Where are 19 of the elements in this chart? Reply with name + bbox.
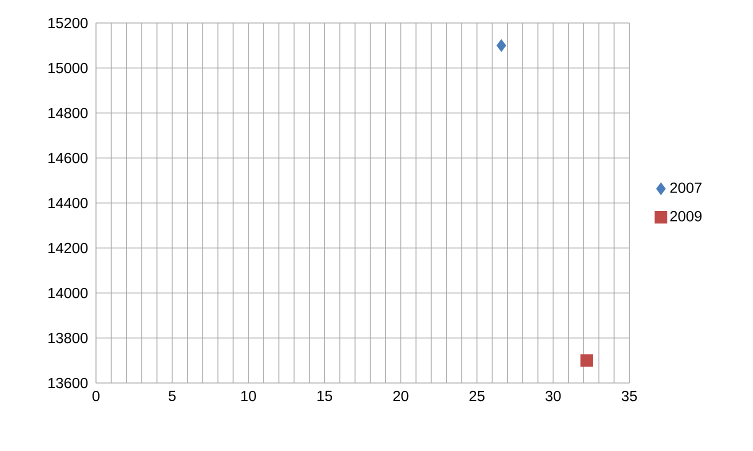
x-tick-label: 35	[622, 390, 637, 402]
y-tick-label: 13600	[48, 378, 88, 388]
y-tick-label: 13800	[48, 332, 88, 344]
legend-label: 2009	[670, 211, 702, 222]
y-tick-label: 14000	[48, 288, 88, 298]
legend-label: 2007	[670, 182, 702, 193]
x-tick-label: 30	[546, 390, 561, 402]
y-tick-label: 14800	[48, 108, 88, 118]
y-tick-label: 14200	[48, 242, 88, 254]
x-tick-label: 10	[241, 390, 256, 402]
x-tick-label: 25	[470, 390, 484, 402]
y-tick-label: 15200	[48, 18, 88, 28]
y-tick-label: 14400	[48, 198, 88, 208]
x-tick-label: 0	[92, 390, 100, 402]
x-tick-label: 15	[318, 390, 332, 402]
y-tick-label: 14600	[48, 152, 88, 164]
y-tick-label: 15000	[48, 62, 88, 74]
x-tick-label: 20	[393, 390, 408, 402]
x-tick-label: 5	[168, 390, 176, 402]
